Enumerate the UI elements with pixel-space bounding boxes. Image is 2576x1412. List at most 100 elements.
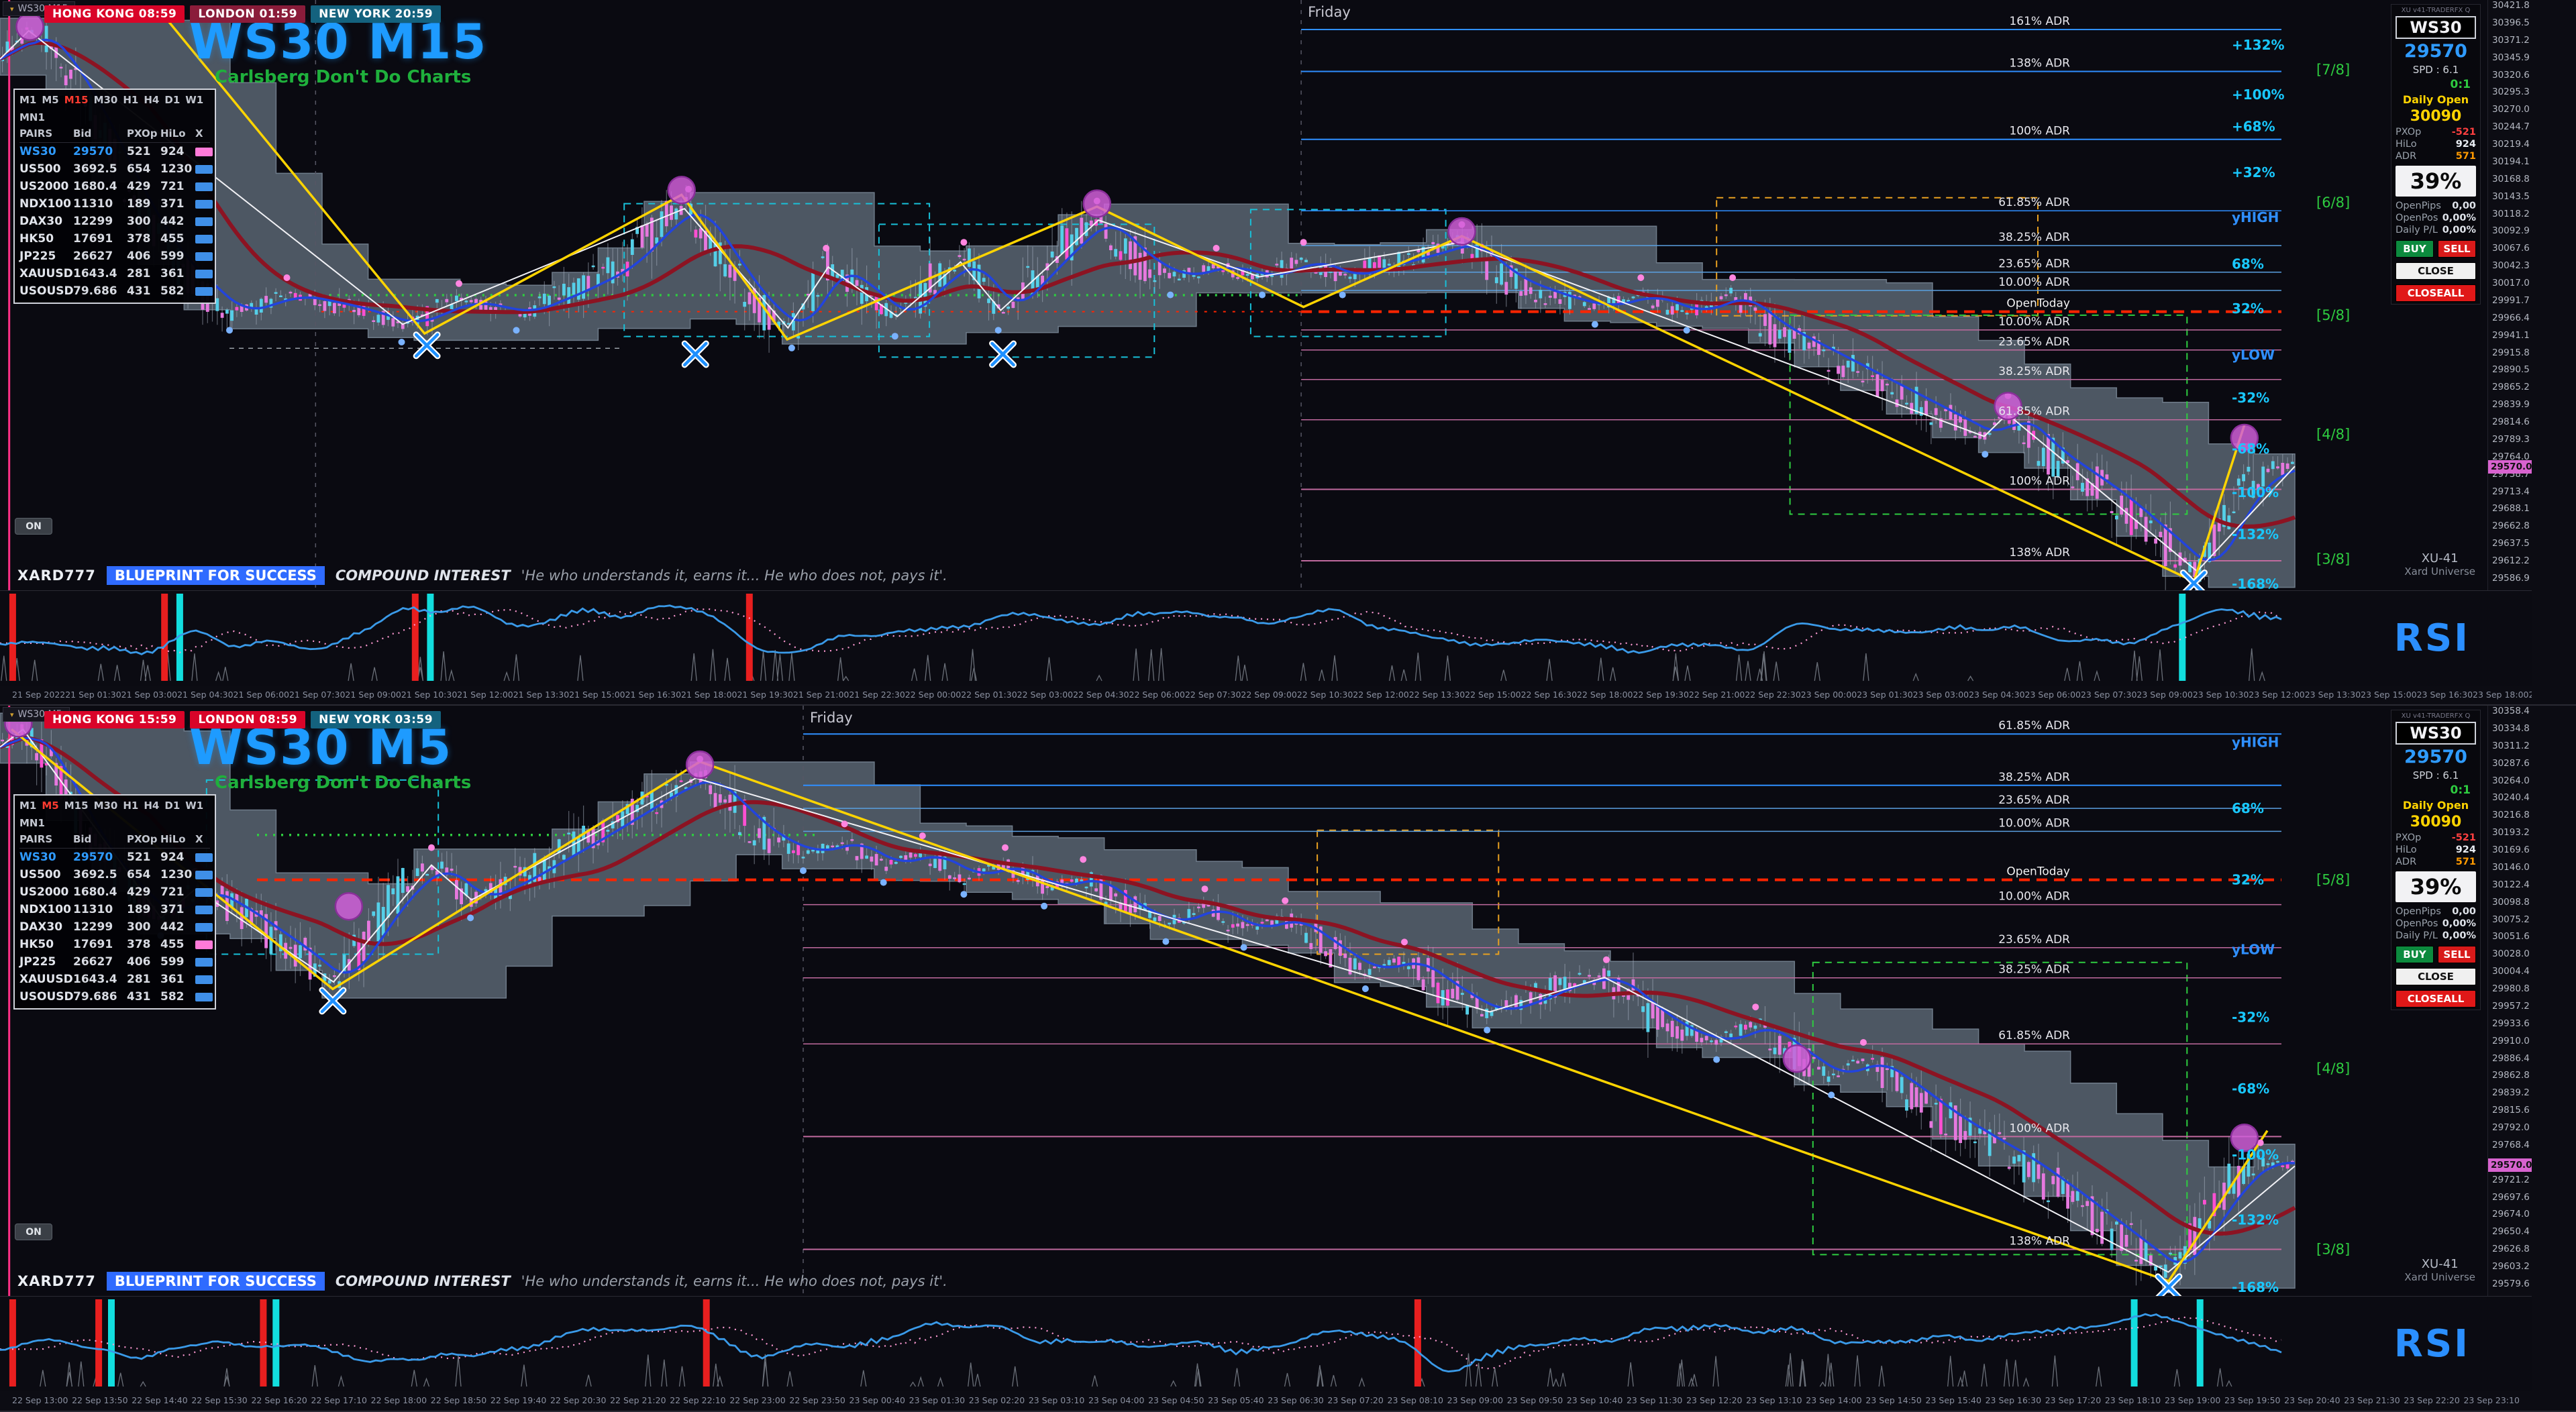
chart-canvas-m15[interactable]: 161% ADR 138% ADR 100% ADR 61.85% ADR 38.25%… <box>0 0 2532 590</box>
price-plot[interactable]: 161% ADR 138% ADR 100% ADR 61.85% ADR 38.25%… <box>0 0 2532 590</box>
pair-pxop: 429 <box>127 885 151 899</box>
price-tick: 29862.8 <box>2492 1070 2530 1081</box>
close-button[interactable]: CLOSE <box>2395 262 2476 280</box>
timeframe-mn1[interactable]: MN1 <box>19 111 45 123</box>
timeframe-m15[interactable]: M15 <box>64 800 89 812</box>
timeframe-m1[interactable]: M1 <box>19 94 37 106</box>
pair-name: HK50 <box>19 232 54 246</box>
channel-band <box>0 712 2296 1289</box>
time-axis[interactable]: 22 Sep 13:00 22 Sep 13:50 22 Sep 14:40 22 S… <box>0 1393 2532 1410</box>
watchlist-row[interactable]: XAUUSD 1643.4 281 361 <box>19 971 213 988</box>
time-tick: 23 Sep 19:30 <box>2528 690 2532 700</box>
panel-symbol: WS30 <box>2395 16 2476 39</box>
watchlist-row[interactable]: US500 3692.5 654 1230 <box>19 160 213 178</box>
price-tick: 29713.4 <box>2492 486 2530 497</box>
adr-label: 10.00% ADR <box>1998 816 2070 830</box>
price-tick: 29980.8 <box>2492 983 2530 994</box>
pair-pxop: 378 <box>127 938 151 951</box>
timeframe-w1[interactable]: W1 <box>185 800 204 812</box>
time-tick: 21 Sep 22:30 <box>849 690 905 700</box>
watchlist-row[interactable]: NDX100 11310 189 371 <box>19 195 213 213</box>
watchlist-row[interactable]: USOUSD 79.686 431 582 <box>19 988 213 1006</box>
pair-pxop: 431 <box>127 990 151 1003</box>
timeframe-m1[interactable]: M1 <box>19 800 37 812</box>
on-toggle-button[interactable]: ON <box>15 1224 52 1240</box>
watchlist-row[interactable]: HK50 17691 378 455 <box>19 230 213 248</box>
swing-high-marker <box>2230 423 2259 453</box>
timeframe-m15[interactable]: M15 <box>64 94 89 106</box>
time-tick: 22 Sep 01:30 <box>961 690 1017 700</box>
pair-name: USOUSD <box>19 990 74 1003</box>
timeframe-d1[interactable]: D1 <box>164 94 181 106</box>
adr-percent-used: 39% <box>2395 871 2476 902</box>
adr-label: OpenToday <box>2006 297 2070 311</box>
level-percent-label: -132% <box>2232 526 2279 542</box>
watchlist-row[interactable]: DAX30 12299 300 442 <box>19 213 213 230</box>
timeframe-h1[interactable]: H1 <box>123 94 139 106</box>
rsi-alert-cyan <box>272 1299 280 1387</box>
time-tick: 23 Sep 10:30 <box>2192 690 2249 700</box>
swing-low-marker <box>319 987 347 1015</box>
chart-canvas-m5[interactable]: 61.85% ADR 38.25% ADR 23.65% ADR 10.00% ADR… <box>0 706 2532 1296</box>
watchlist-row[interactable]: WS30 29570 521 924 <box>19 143 213 160</box>
pair-hilo: 442 <box>160 215 185 228</box>
pair-hilo: 582 <box>160 284 185 298</box>
watchlist-header: PAIRS Bid PXOp HiLo X <box>19 126 210 143</box>
price-scale[interactable]: 30421.8 30396.5 30371.2 30345.9 30320.6 30295… <box>2487 0 2532 590</box>
watchlist-row[interactable]: US2000 1680.4 429 721 <box>19 178 213 195</box>
timeframe-mn1[interactable]: MN1 <box>19 817 45 829</box>
watchlist-row[interactable]: JP225 26627 406 599 <box>19 248 213 265</box>
time-axis[interactable]: 21 Sep 2022 21 Sep 01:30 21 Sep 03:00 21 Se… <box>0 687 2532 704</box>
sell-button[interactable]: SELL <box>2438 240 2476 258</box>
sell-button[interactable]: SELL <box>2438 946 2476 963</box>
close-button[interactable]: CLOSE <box>2395 968 2476 985</box>
time-tick: 22 Sep 20:30 <box>550 1395 607 1405</box>
price-tick: 30122.4 <box>2492 879 2530 890</box>
timeframe-w1[interactable]: W1 <box>185 94 204 106</box>
on-toggle-button[interactable]: ON <box>15 518 52 535</box>
price-tick: 30396.5 <box>2492 17 2530 28</box>
timeframe-m5[interactable]: M5 <box>42 94 59 106</box>
session-clock: HONG KONG 08:59 <box>44 5 185 23</box>
watchlist-row[interactable]: XAUUSD 1643.4 281 361 <box>19 265 213 282</box>
rsi-plot[interactable] <box>0 591 2532 686</box>
buy-button[interactable]: BUY <box>2395 240 2434 258</box>
watchlist-row[interactable]: US500 3692.5 654 1230 <box>19 866 213 883</box>
current-price-tag: 29570.0 <box>2488 1158 2532 1173</box>
timeframe-h4[interactable]: H4 <box>144 94 160 106</box>
stat-label: OpenPips <box>2395 201 2441 211</box>
chart-window-icon: ▾ <box>10 710 14 719</box>
pair-pxop: 189 <box>127 197 151 211</box>
timeframe-m30[interactable]: M30 <box>93 94 118 106</box>
timeframe-d1[interactable]: D1 <box>164 800 181 812</box>
adr-label: 23.65% ADR <box>1998 258 2070 271</box>
watchlist-row[interactable]: DAX30 12299 300 442 <box>19 918 213 936</box>
watchlist-row[interactable]: JP225 26627 406 599 <box>19 953 213 971</box>
timeframe-h4[interactable]: H4 <box>144 800 160 812</box>
chart-subtitle: Carlsberg Don't Do Charts <box>215 773 472 793</box>
timeframe-m5[interactable]: M5 <box>42 800 59 812</box>
watchlist-row[interactable]: HK50 17691 378 455 <box>19 936 213 953</box>
adr-label: 10.00% ADR <box>1998 276 2070 289</box>
watchlist-row[interactable]: WS30 29570 521 924 <box>19 849 213 866</box>
price-plot[interactable]: 61.85% ADR 38.25% ADR 23.65% ADR 10.00% ADR… <box>0 706 2532 1296</box>
closeall-button[interactable]: CLOSEALL <box>2395 284 2476 302</box>
watchlist-row[interactable]: US2000 1680.4 429 721 <box>19 883 213 901</box>
watchlist-row[interactable]: USOUSD 79.686 431 582 <box>19 282 213 300</box>
rsi-plot[interactable] <box>0 1297 2532 1392</box>
time-tick: 23 Sep 20:40 <box>2284 1395 2340 1405</box>
time-tick: 23 Sep 08:10 <box>1387 1395 1443 1405</box>
price-tick: 29966.4 <box>2492 312 2530 323</box>
session-clock: NEW YORK 03:59 <box>311 711 442 728</box>
price-tick: 30051.6 <box>2492 931 2530 942</box>
price-tick: 30421.8 <box>2492 0 2530 11</box>
pair-status-chip <box>195 940 213 949</box>
watchlist-row[interactable]: NDX100 11310 189 371 <box>19 901 213 918</box>
timeframe-h1[interactable]: H1 <box>123 800 139 812</box>
level-percent-label: +68% <box>2232 118 2275 134</box>
time-tick: 21 Sep 01:30 <box>65 690 121 700</box>
buy-button[interactable]: BUY <box>2395 946 2434 963</box>
closeall-button[interactable]: CLOSEALL <box>2395 990 2476 1008</box>
timeframe-m30[interactable]: M30 <box>93 800 118 812</box>
price-scale[interactable]: 30358.4 30334.8 30311.2 30287.6 30264.0 30240… <box>2487 706 2532 1296</box>
